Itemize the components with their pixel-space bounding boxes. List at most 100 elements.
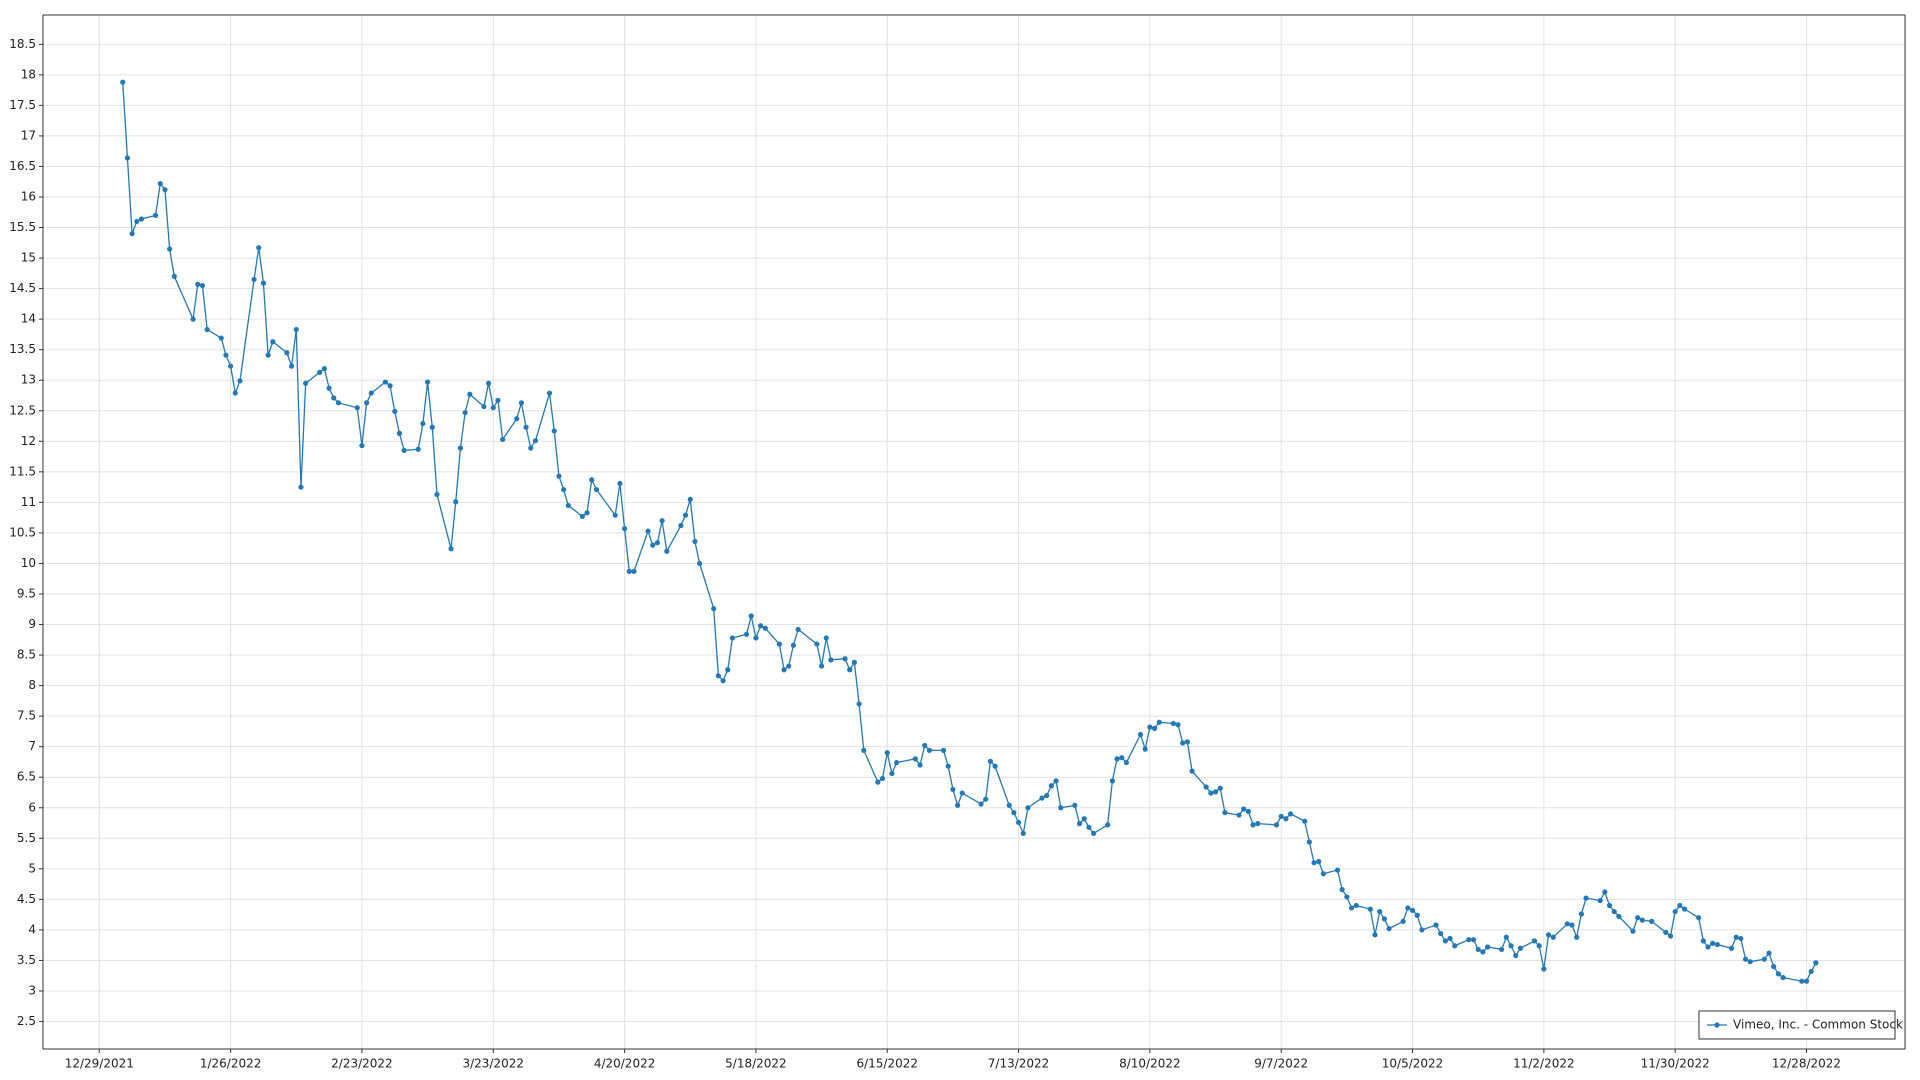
y-tick-label: 3 <box>28 983 36 997</box>
data-point <box>1747 959 1753 965</box>
data-point <box>490 405 496 411</box>
data-point <box>659 518 665 524</box>
y-tick-label: 9 <box>28 617 36 631</box>
y-tick-label: 4.5 <box>17 892 36 906</box>
data-point <box>945 763 951 769</box>
data-point <box>1606 902 1613 909</box>
data-point <box>1255 821 1261 827</box>
data-point <box>1803 978 1810 984</box>
data-point <box>1217 785 1223 791</box>
x-tick-label: 6/15/2022 <box>856 1057 918 1071</box>
x-tick-label: 5/18/2022 <box>725 1057 787 1071</box>
y-tick-label: 5.5 <box>17 831 36 845</box>
data-point <box>786 663 792 669</box>
y-tick-label: 10.5 <box>9 525 36 539</box>
data-point <box>1142 746 1148 752</box>
data-point <box>1513 952 1519 959</box>
data-point <box>1536 943 1542 949</box>
y-tick-label: 10 <box>21 556 36 570</box>
data-point <box>565 502 571 509</box>
data-point <box>448 546 454 552</box>
data-point <box>1302 818 1308 824</box>
data-point <box>1278 813 1284 819</box>
y-tick-label: 11 <box>21 495 36 509</box>
data-point <box>162 187 168 193</box>
data-point <box>1011 810 1017 816</box>
data-point <box>1635 915 1641 921</box>
x-tick-label: 12/29/2021 <box>65 1057 134 1071</box>
data-point <box>1470 937 1477 943</box>
data-point <box>415 446 421 452</box>
data-point <box>317 369 323 375</box>
data-point <box>424 379 431 385</box>
y-tick-label: 16 <box>21 190 36 204</box>
data-point <box>256 245 262 251</box>
x-tick-label: 10/5/2022 <box>1382 1057 1444 1071</box>
data-point <box>1414 912 1420 918</box>
data-point <box>856 701 862 707</box>
data-point <box>1438 930 1444 937</box>
data-point <box>762 625 768 631</box>
data-point <box>303 380 309 386</box>
data-point <box>1409 907 1416 913</box>
data-point <box>1081 816 1087 822</box>
data-point <box>1813 960 1819 966</box>
data-point <box>453 499 459 505</box>
data-point <box>331 395 337 401</box>
data-point <box>546 390 553 396</box>
data-point <box>1222 810 1228 816</box>
data-point <box>1072 802 1078 808</box>
data-point <box>589 477 595 483</box>
data-point <box>368 390 374 396</box>
data-point <box>1381 916 1387 922</box>
data-point <box>528 445 534 451</box>
y-tick-label: 2.5 <box>17 1014 36 1028</box>
data-point <box>1696 915 1702 921</box>
data-point <box>1058 805 1064 811</box>
y-tick-label: 4 <box>28 922 36 936</box>
y-tick-label: 15.5 <box>9 220 36 234</box>
data-point <box>1311 860 1317 866</box>
data-point <box>1602 889 1608 895</box>
data-point <box>171 273 177 280</box>
x-tick-label: 12/28/2022 <box>1772 1057 1841 1071</box>
data-point <box>1236 812 1242 818</box>
data-point <box>621 526 628 532</box>
data-point <box>743 631 750 637</box>
data-point <box>1775 971 1781 977</box>
data-point <box>593 486 600 493</box>
data-point <box>1466 937 1472 943</box>
data-point <box>364 400 370 406</box>
data-point <box>120 79 126 85</box>
data-point <box>495 397 501 403</box>
data-point <box>725 667 731 673</box>
data-point <box>284 350 290 356</box>
data-point <box>1541 966 1547 972</box>
y-tick-label: 3.5 <box>17 953 36 967</box>
data-point <box>692 538 698 545</box>
data-point <box>711 606 717 612</box>
data-point <box>1090 830 1097 837</box>
data-point <box>1700 938 1706 944</box>
y-tick-label: 14 <box>21 312 36 326</box>
data-point <box>884 750 890 756</box>
data-point <box>1480 949 1486 955</box>
data-point <box>650 542 656 548</box>
data-point <box>556 473 562 479</box>
y-tick-label: 9.5 <box>17 586 36 600</box>
data-point <box>1442 938 1448 944</box>
data-point <box>1334 867 1341 873</box>
data-point <box>434 491 440 498</box>
data-point <box>1377 908 1383 915</box>
legend-box <box>1698 1010 1896 1040</box>
data-point <box>823 635 829 641</box>
data-point <box>532 438 539 444</box>
data-point <box>1147 724 1153 730</box>
data-point <box>1503 934 1509 940</box>
data-point <box>748 613 754 619</box>
data-point <box>190 316 196 322</box>
data-point <box>715 673 721 679</box>
data-point <box>1156 719 1162 725</box>
x-tick-label: 11/2/2022 <box>1513 1057 1575 1071</box>
